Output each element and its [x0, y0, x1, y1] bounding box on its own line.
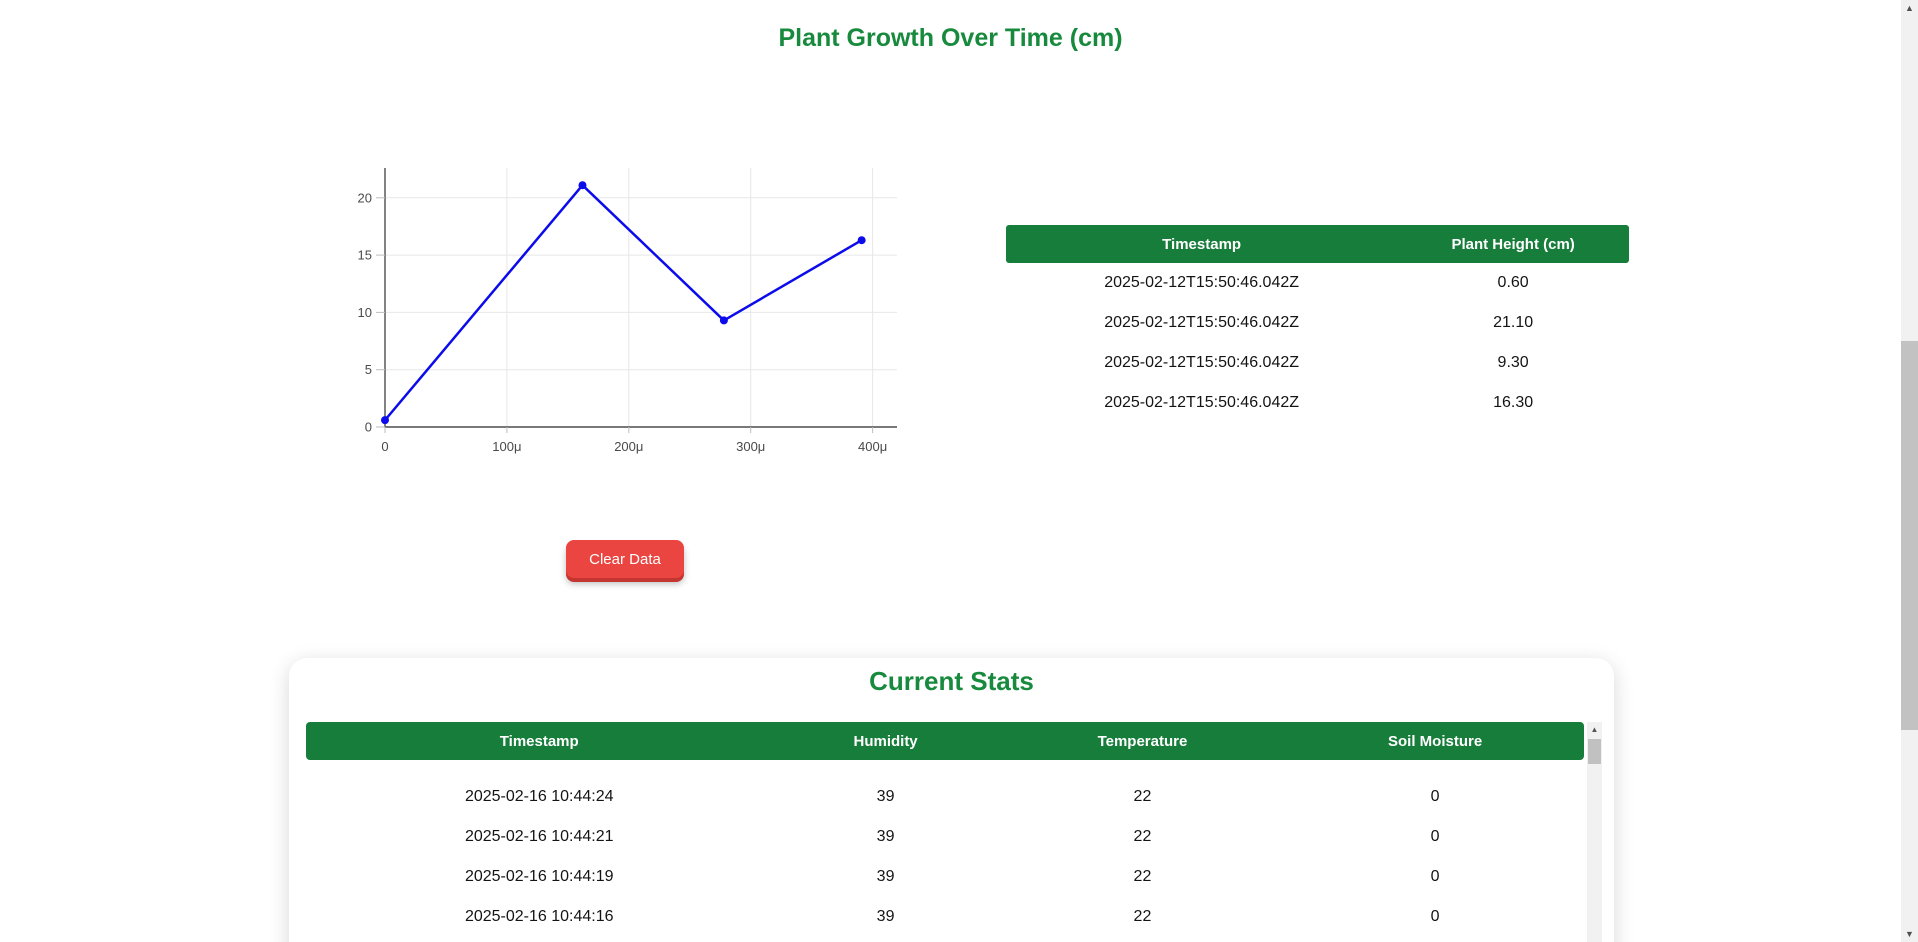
growth-table: Timestamp Plant Height (cm) 2025-02-12T1… [1006, 225, 1629, 423]
scroll-up-icon[interactable]: ▲ [1590, 725, 1599, 734]
stats-timestamp-cell: 2025-02-16 10:44:16 [464, 908, 614, 925]
chart-x-tick-label: 300μ [736, 439, 765, 454]
growth-timestamp-cell: 2025-02-12T15:50:46.042Z [1104, 354, 1300, 371]
growth-chart-svg: 0 5 10 15 20 0 100μ 200μ 300μ 400μ [358, 168, 897, 454]
stats-soil-moisture-cell: 0 [1430, 868, 1440, 885]
chart-y-tick-label: 0 [365, 420, 372, 435]
chart-data-line [384, 183, 863, 421]
stats-humidity-cell: 39 [876, 828, 895, 845]
stats-temperature-cell: 22 [1133, 828, 1152, 845]
stats-soil-moisture-cell: 0 [1430, 828, 1440, 845]
growth-timestamp-cell: 2025-02-12T15:50:46.042Z [1104, 274, 1300, 291]
stats-table-row: 2025-02-16 10:44:16 39 22 0 [306, 897, 1584, 937]
growth-line-chart: 0 5 10 15 20 0 100μ 200μ 300μ 400μ [330, 140, 910, 470]
chart-data-point [857, 236, 866, 245]
stats-table-header-temperature: Temperature [998, 722, 1287, 760]
scroll-up-icon[interactable]: ▲ [1905, 3, 1914, 13]
stats-scrollbar-thumb[interactable] [1588, 739, 1601, 764]
stats-soil-moisture-cell: 0 [1430, 788, 1440, 805]
stats-temperature-cell: 22 [1133, 908, 1152, 925]
stats-timestamp-cell: 2025-02-16 10:44:19 [464, 868, 614, 885]
current-stats-table: Timestamp Humidity Temperature Soil Mois… [306, 722, 1584, 937]
chart-x-tick-label: 0 [381, 439, 388, 454]
chart-x-tick-label: 100μ [492, 439, 521, 454]
growth-table-row: 2025-02-12T15:50:46.042Z 16.30 [1006, 383, 1629, 423]
growth-chart-title: Plant Growth Over Time (cm) [778, 24, 1123, 52]
chart-y-tick-label: 5 [365, 362, 372, 377]
chart-x-tick-label: 400μ [858, 439, 887, 454]
stats-table-header-timestamp: Timestamp [306, 722, 773, 760]
chart-y-tick-label: 20 [358, 190, 372, 205]
clear-data-button[interactable]: Clear Data [566, 540, 684, 578]
stats-timestamp-cell: 2025-02-16 10:44:21 [464, 828, 614, 845]
growth-table-row: 2025-02-12T15:50:46.042Z 9.30 [1006, 343, 1629, 383]
growth-height-cell: 16.30 [1493, 394, 1534, 411]
growth-table-row: 2025-02-12T15:50:46.042Z 0.60 [1006, 263, 1629, 303]
growth-table-header-row: Timestamp Plant Height (cm) [1006, 225, 1629, 263]
growth-timestamp-cell: 2025-02-12T15:50:46.042Z [1104, 314, 1300, 331]
growth-height-cell: 0.60 [1497, 274, 1529, 291]
chart-y-tick-label: 10 [358, 305, 372, 320]
stats-humidity-cell: 39 [876, 868, 895, 885]
page-scrollbar[interactable]: ▲ ▼ [1901, 0, 1918, 942]
stats-humidity-cell: 39 [876, 788, 895, 805]
stats-temperature-cell: 22 [1133, 788, 1152, 805]
stats-humidity-cell: 39 [876, 908, 895, 925]
stats-table-row: 2025-02-16 10:44:21 39 22 0 [306, 817, 1584, 857]
stats-soil-moisture-cell: 0 [1430, 908, 1440, 925]
stats-temperature-cell: 22 [1133, 868, 1152, 885]
growth-table-header-plant-height: Plant Height (cm) [1397, 225, 1629, 263]
chart-data-point [719, 316, 728, 325]
page-scrollbar-thumb[interactable] [1901, 341, 1918, 730]
growth-timestamp-cell: 2025-02-12T15:50:46.042Z [1104, 394, 1300, 411]
stats-table-header-humidity: Humidity [772, 722, 999, 760]
chart-data-point [578, 181, 587, 190]
current-stats-title: Current Stats [869, 666, 1034, 696]
chart-y-tick-label: 15 [358, 248, 372, 263]
stats-table-row: 2025-02-16 10:44:24 39 22 0 [306, 777, 1584, 817]
stats-table-header-soil-moisture: Soil Moisture [1286, 722, 1584, 760]
chart-x-tick-label: 200μ [614, 439, 643, 454]
growth-height-cell: 21.10 [1493, 314, 1534, 331]
stats-timestamp-cell: 2025-02-16 10:44:24 [464, 788, 614, 805]
stats-table-row: 2025-02-16 10:44:19 39 22 0 [306, 857, 1584, 897]
chart-data-point [381, 416, 389, 425]
growth-table-header-timestamp: Timestamp [1006, 225, 1398, 263]
scroll-down-icon[interactable]: ▼ [1905, 929, 1914, 939]
stats-table-scrollbar[interactable]: ▲ [1587, 722, 1602, 942]
stats-table-header-row: Timestamp Humidity Temperature Soil Mois… [306, 722, 1584, 760]
current-stats-card: Current Stats Timestamp Humidity Tempera… [289, 658, 1614, 942]
growth-table-row: 2025-02-12T15:50:46.042Z 21.10 [1006, 303, 1629, 343]
growth-height-cell: 9.30 [1497, 354, 1529, 371]
